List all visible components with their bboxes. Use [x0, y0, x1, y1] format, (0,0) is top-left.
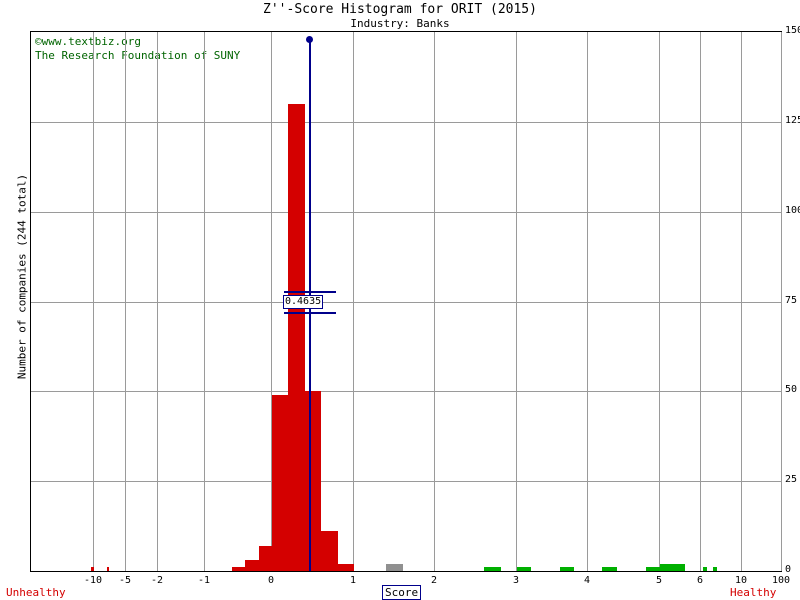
histogram-bar — [245, 560, 259, 571]
x-tick-label: -1 — [197, 575, 211, 586]
histogram-bar — [645, 567, 660, 571]
x-tick-label: 10 — [734, 575, 748, 586]
histogram-bar — [559, 567, 574, 571]
histogram-bar — [337, 563, 354, 571]
page-title: Z''-Score Histogram for ORIT (2015) — [263, 2, 537, 17]
x-tick-label: -2 — [150, 575, 164, 586]
score-marker-dot — [306, 36, 313, 44]
y-tick-label: 25 — [785, 474, 798, 486]
histogram-bar — [304, 391, 322, 571]
y-axis-label: Number of companies (244 total) — [15, 173, 29, 380]
gridline-horizontal — [31, 301, 781, 303]
caption-score: Score — [382, 585, 422, 600]
caption-healthy: Healthy — [730, 586, 777, 599]
x-tick-label: 1 — [349, 575, 357, 586]
histogram-bar — [288, 103, 305, 571]
x-tick-label: 100 — [771, 575, 791, 586]
score-marker-whisker — [284, 312, 336, 315]
histogram-bar — [90, 567, 94, 571]
histogram-bar — [602, 567, 617, 571]
gridline-horizontal — [31, 391, 781, 393]
y-tick-label: 50 — [785, 384, 798, 396]
histogram-bar — [484, 567, 501, 571]
x-tick-label: -10 — [83, 575, 103, 586]
chart-subtitle: Industry: Banks — [350, 17, 450, 30]
histogram-bar — [386, 563, 403, 571]
plot-area: ©www.textbiz.org The Research Foundation… — [30, 31, 782, 572]
x-tick-label: 2 — [430, 575, 438, 586]
x-tick-label: 0 — [267, 575, 275, 586]
histogram-bar — [660, 563, 685, 571]
histogram-bar — [713, 567, 718, 571]
score-marker-whisker — [284, 290, 336, 293]
y-tick-label: 125 — [785, 114, 800, 126]
caption-unhealthy: Unhealthy — [6, 586, 66, 599]
x-tick-label: 5 — [655, 575, 663, 586]
x-tick-label: -5 — [118, 575, 132, 586]
copyright-text: ©www.textbiz.org — [35, 35, 141, 48]
x-tick-label: 6 — [696, 575, 704, 586]
y-tick-label: 0 — [785, 564, 792, 575]
y-tick-label: 100 — [785, 204, 800, 216]
gridline-horizontal — [31, 481, 781, 483]
histogram-bar — [272, 394, 289, 571]
gridline-horizontal — [31, 211, 781, 213]
x-tick-label: 4 — [583, 575, 591, 586]
y-tick-label: 75 — [785, 294, 798, 306]
y-tick-label: 150 — [785, 25, 800, 36]
score-value-label: 0.4635 — [283, 294, 324, 309]
histogram-bar — [231, 567, 246, 571]
gridline-horizontal — [31, 121, 781, 123]
histogram-bar — [703, 567, 708, 571]
histogram-bar — [106, 567, 110, 571]
histogram-bar — [517, 567, 532, 571]
x-tick-label: 3 — [512, 575, 520, 586]
credit-text: The Research Foundation of SUNY — [35, 49, 241, 62]
histogram-bar — [321, 531, 338, 571]
histogram-bar — [258, 545, 272, 571]
gridline-vertical — [781, 32, 782, 571]
